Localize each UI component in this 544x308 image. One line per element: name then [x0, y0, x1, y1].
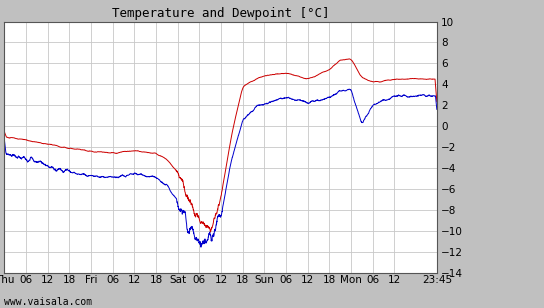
Title: Temperature and Dewpoint [°C]: Temperature and Dewpoint [°C] [112, 7, 329, 20]
Text: www.vaisala.com: www.vaisala.com [4, 297, 92, 307]
